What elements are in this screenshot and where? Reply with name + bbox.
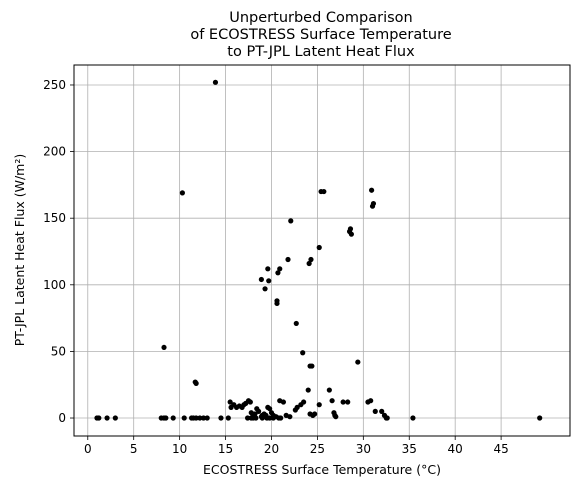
x-tick-label: 20 (264, 442, 279, 456)
data-point (293, 320, 299, 327)
data-point (275, 270, 281, 276)
data-point (280, 399, 287, 405)
x-tick-label: 30 (356, 442, 371, 456)
x-tick-label: 45 (493, 442, 508, 456)
data-point (294, 404, 300, 410)
y-axis-ticks: 0 50 100 150 200 250 (43, 78, 74, 425)
x-tick-label: 15 (218, 442, 233, 456)
data-point (381, 412, 388, 418)
data-point (225, 415, 231, 421)
data-point (410, 415, 416, 421)
data-point (256, 408, 262, 414)
data-point (267, 406, 273, 412)
x-tick-label: 35 (402, 442, 417, 456)
chart-title: Unperturbed Comparison of ECOSTRESS Surf… (190, 10, 451, 60)
x-axis-label: ECOSTRESS Surface Temperature (°C) (203, 462, 441, 477)
data-point (262, 286, 268, 292)
data-points (94, 79, 543, 421)
x-tick-label: 40 (448, 442, 463, 456)
data-point (277, 266, 283, 272)
data-point (245, 415, 251, 421)
data-point (348, 231, 354, 237)
x-tick-label: 25 (310, 442, 325, 456)
data-point (274, 300, 280, 307)
x-tick-label: 10 (172, 442, 187, 456)
data-point (308, 256, 314, 263)
data-point (300, 350, 306, 356)
y-tick-label: 200 (43, 145, 66, 159)
data-point (316, 244, 322, 251)
data-point (227, 399, 233, 405)
data-point (278, 415, 284, 421)
y-tick-label: 150 (43, 211, 66, 225)
data-point (267, 415, 273, 421)
chart-title-line: of ECOSTRESS Surface Temperature (190, 27, 451, 43)
data-point (333, 414, 339, 420)
data-point (247, 399, 253, 405)
data-point (379, 408, 385, 414)
y-tick-label: 0 (58, 411, 66, 425)
x-tick-label: 5 (130, 442, 138, 456)
data-point (537, 415, 543, 421)
data-point (301, 399, 307, 405)
data-point (197, 415, 203, 421)
x-axis-ticks: 0 5 10 15 20 25 30 35 40 45 (84, 436, 509, 456)
data-point (287, 414, 293, 420)
data-point (273, 414, 279, 420)
chart-title-line: Unperturbed Comparison (229, 10, 412, 26)
data-point (193, 415, 199, 421)
data-point (104, 415, 110, 421)
data-point (193, 380, 199, 386)
y-tick-label: 100 (43, 278, 66, 292)
data-point (309, 363, 315, 369)
data-point (212, 79, 219, 85)
data-point (316, 402, 322, 408)
x-tick-label: 0 (84, 442, 92, 456)
data-point (161, 344, 167, 351)
data-point (218, 415, 224, 421)
y-tick-label: 250 (43, 78, 66, 92)
data-point (370, 200, 377, 207)
data-point (266, 278, 272, 284)
data-point (179, 190, 185, 196)
data-point (96, 415, 102, 421)
data-point (112, 415, 118, 421)
data-point (170, 415, 176, 421)
data-point (305, 387, 311, 393)
data-point (265, 266, 271, 272)
data-point (204, 415, 210, 421)
data-point (326, 387, 332, 393)
data-point (347, 226, 354, 232)
data-point (312, 411, 318, 417)
data-point (329, 398, 335, 404)
y-tick-label: 50 (51, 344, 66, 358)
data-point (181, 415, 187, 421)
data-point (368, 398, 374, 404)
chart-title-line: to PT-JPL Latent Heat Flux (227, 44, 415, 60)
data-point (345, 399, 351, 405)
data-point (288, 218, 294, 224)
data-point (258, 276, 264, 283)
data-point (372, 408, 378, 414)
grid-lines (74, 65, 570, 436)
plot-frame (73, 64, 571, 437)
data-point (200, 415, 207, 421)
y-axis-label: PT-JPL Latent Heat Flux (W/m²) (12, 154, 27, 347)
data-point (306, 260, 312, 267)
data-point (252, 411, 258, 417)
data-point (163, 415, 169, 421)
data-point (285, 256, 291, 263)
data-point (263, 412, 269, 418)
data-point (355, 359, 361, 365)
data-point (321, 188, 327, 195)
data-point (340, 399, 346, 405)
data-point (369, 187, 375, 193)
